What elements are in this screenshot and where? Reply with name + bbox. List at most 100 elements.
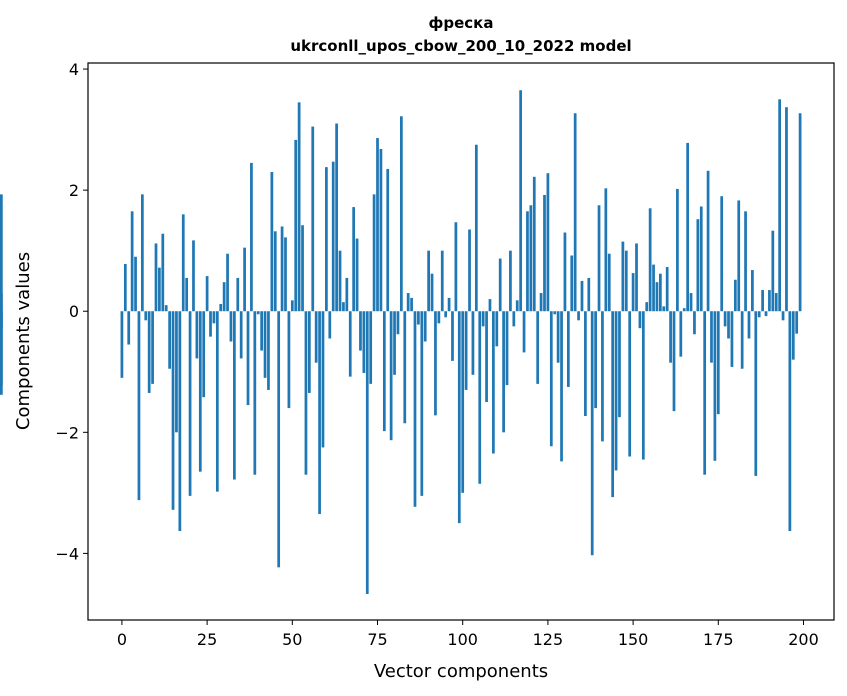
bar xyxy=(400,116,403,312)
bar xyxy=(250,162,253,312)
y-tick-label: −4 xyxy=(55,544,79,563)
bar xyxy=(202,311,206,398)
bar xyxy=(566,311,570,387)
bar xyxy=(338,250,342,312)
bar xyxy=(270,171,274,312)
bar xyxy=(253,311,257,475)
bar xyxy=(744,211,747,312)
x-tick-label: 50 xyxy=(282,630,302,649)
bar xyxy=(226,253,229,312)
bar xyxy=(604,188,608,312)
bar xyxy=(192,240,195,312)
bar xyxy=(686,142,689,312)
bar xyxy=(509,250,512,312)
bar xyxy=(382,311,386,432)
bar xyxy=(676,188,679,312)
bar xyxy=(318,311,321,515)
bar xyxy=(679,311,683,357)
bar xyxy=(301,225,304,312)
bar xyxy=(267,311,270,390)
bar xyxy=(706,170,710,312)
bar xyxy=(127,311,131,345)
bar xyxy=(372,194,376,312)
x-axis-ticks: 0 25 50 75 100 125 150 175 200 xyxy=(117,620,819,649)
bar xyxy=(311,126,315,312)
bar xyxy=(611,311,615,498)
bar xyxy=(0,311,3,395)
bar xyxy=(417,311,420,325)
bar xyxy=(205,276,209,312)
bar xyxy=(154,243,158,312)
bar xyxy=(733,279,737,312)
bar xyxy=(648,208,652,312)
bar xyxy=(774,293,778,312)
bar xyxy=(635,243,638,312)
bar xyxy=(495,311,499,347)
bar xyxy=(178,311,182,531)
bar xyxy=(454,222,458,312)
bar xyxy=(447,297,451,312)
bar xyxy=(362,311,366,373)
bar xyxy=(512,311,516,327)
bar xyxy=(580,280,584,312)
bar xyxy=(212,311,216,324)
bar xyxy=(601,311,604,442)
chart-subtitle: ukrconll_upos_cbow_200_10_2022 model xyxy=(290,37,631,55)
bar xyxy=(761,290,764,312)
bar xyxy=(740,311,744,369)
bar xyxy=(195,311,199,359)
bar xyxy=(471,311,475,375)
y-tick-label: 2 xyxy=(69,181,79,200)
bar xyxy=(430,273,434,312)
bar xyxy=(703,311,707,475)
bar xyxy=(781,311,785,321)
bar xyxy=(389,311,393,441)
bar xyxy=(778,99,782,312)
bar xyxy=(710,311,713,363)
bar xyxy=(785,107,788,312)
bar xyxy=(144,311,148,321)
x-tick-label: 175 xyxy=(703,630,734,649)
bar xyxy=(488,299,492,312)
bar xyxy=(577,311,580,321)
bar xyxy=(246,311,250,406)
bar xyxy=(652,264,655,312)
bar xyxy=(451,311,454,361)
bar xyxy=(393,311,396,375)
bars-group xyxy=(0,90,802,594)
bar xyxy=(492,311,495,454)
bar xyxy=(434,311,437,416)
bar xyxy=(229,311,233,342)
bar xyxy=(260,311,263,351)
bar xyxy=(526,211,529,312)
bar xyxy=(273,231,277,312)
bar xyxy=(386,168,390,312)
bar xyxy=(498,258,502,312)
bar xyxy=(641,311,645,460)
bar xyxy=(219,303,223,312)
bar xyxy=(751,270,754,312)
bar xyxy=(597,205,601,312)
y-tick-label: −2 xyxy=(55,423,79,442)
bar xyxy=(713,311,717,461)
x-tick-label: 75 xyxy=(367,630,387,649)
x-tick-label: 125 xyxy=(533,630,564,649)
bar xyxy=(410,297,413,312)
bar xyxy=(161,233,165,312)
bar xyxy=(553,311,557,315)
bar xyxy=(556,311,560,363)
bar xyxy=(560,311,563,462)
bar xyxy=(123,264,127,312)
bar xyxy=(468,229,471,312)
bar xyxy=(277,311,281,568)
bar xyxy=(369,311,373,384)
bar xyxy=(185,277,189,312)
bar xyxy=(314,311,318,363)
x-axis-label: Vector components xyxy=(374,661,548,682)
bar xyxy=(546,173,550,312)
bar xyxy=(607,253,611,312)
bar xyxy=(134,256,137,312)
bar xyxy=(342,302,345,312)
y-tick-label: 4 xyxy=(69,60,79,79)
bar xyxy=(665,267,669,312)
